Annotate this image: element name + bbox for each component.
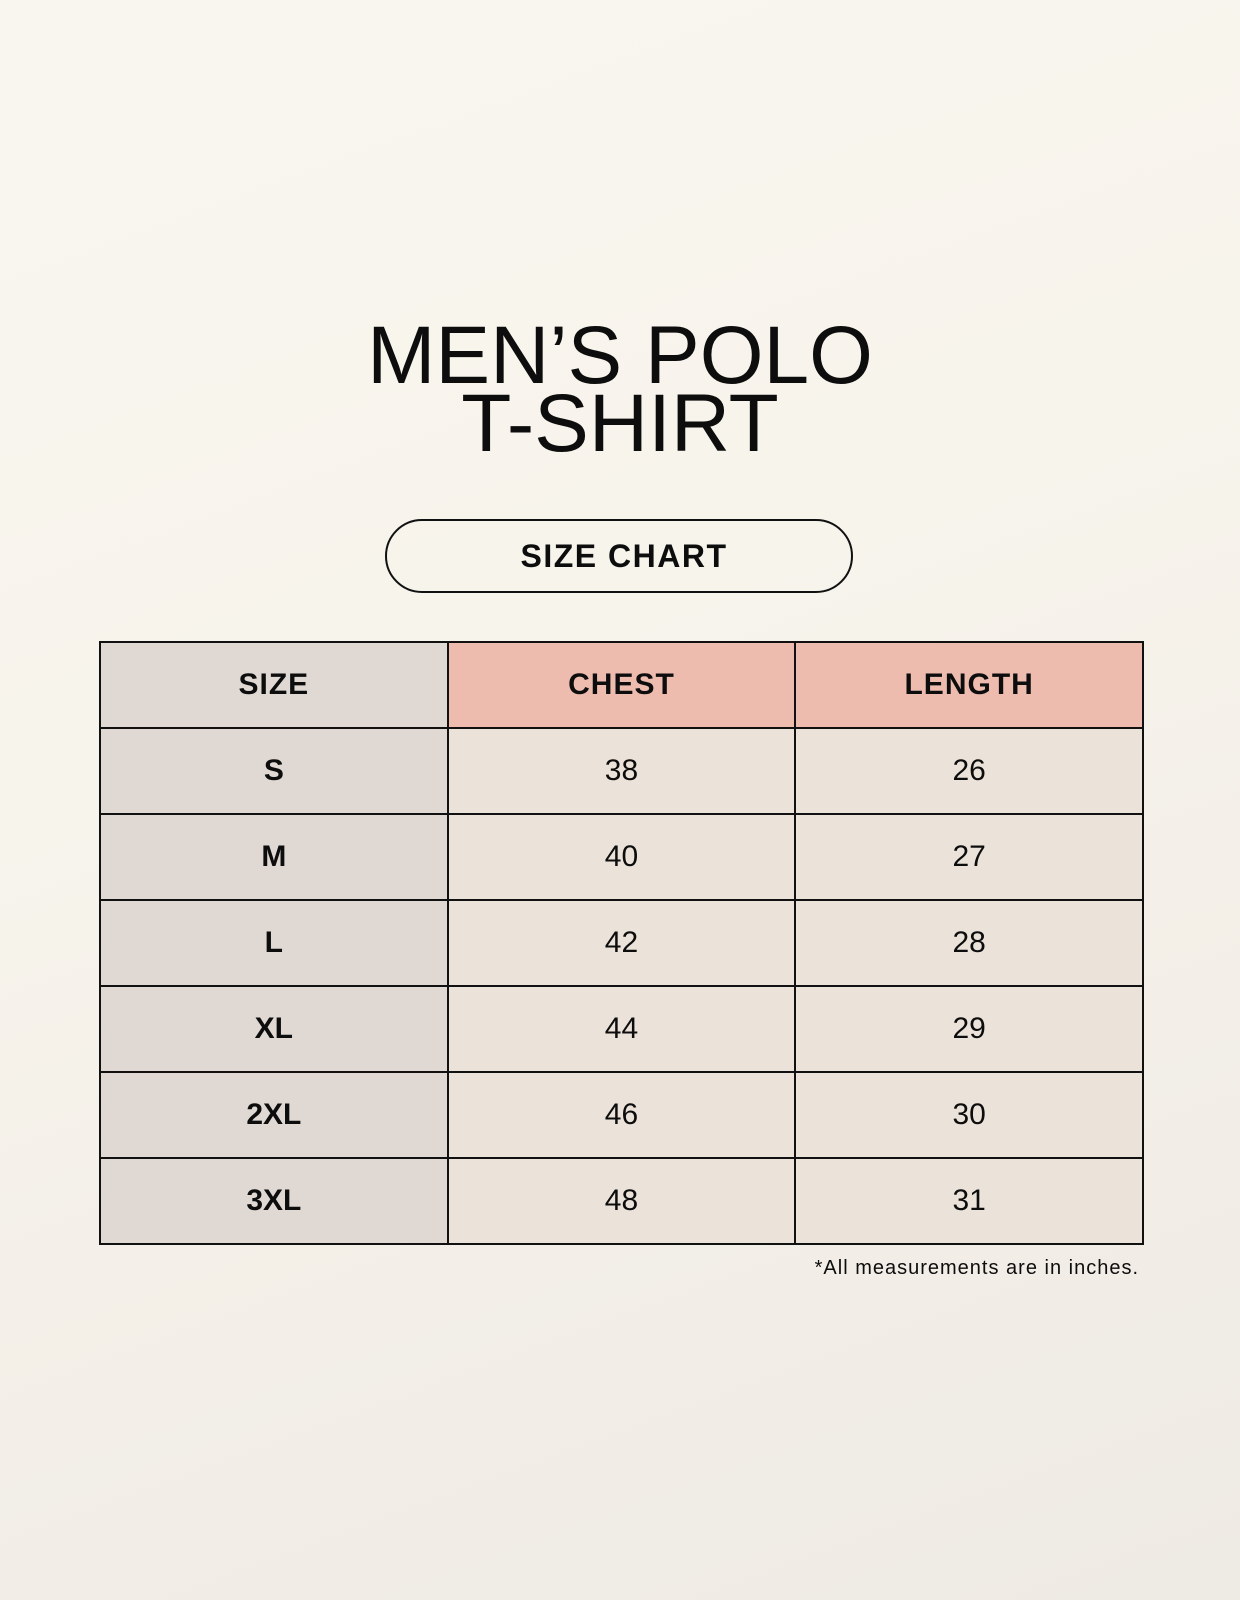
header-length: LENGTH: [794, 641, 1144, 729]
footnote: *All measurements are in inches.: [814, 1257, 1139, 1279]
size-table: SIZE CHEST LENGTH S 38 26 M 40 27 L 42 28 XL 44 29 2…: [99, 641, 1144, 1245]
header-row: SIZE CHEST LENGTH: [99, 641, 1144, 729]
size-cell: L: [99, 899, 449, 987]
length-cell: 28: [794, 899, 1144, 987]
chest-cell: 38: [446, 727, 797, 815]
size-chart-badge: SIZE CHART: [385, 519, 853, 593]
page-title: MEN’S POLO T-SHIRT: [0, 310, 1240, 469]
header-chest: CHEST: [446, 641, 797, 729]
table-row: M 40 27: [99, 813, 1144, 901]
title-line-2: T-SHIRT: [461, 378, 779, 469]
chest-cell: 40: [446, 813, 797, 901]
length-cell: 31: [794, 1157, 1144, 1245]
length-cell: 27: [794, 813, 1144, 901]
chest-cell: 46: [446, 1071, 797, 1159]
chest-cell: 42: [446, 899, 797, 987]
chest-cell: 48: [446, 1157, 797, 1245]
table-row: L 42 28: [99, 899, 1144, 987]
length-cell: 26: [794, 727, 1144, 815]
header-size: SIZE: [99, 641, 449, 729]
table-row: XL 44 29: [99, 985, 1144, 1073]
table-row: 3XL 48 31: [99, 1157, 1144, 1245]
size-cell: XL: [99, 985, 449, 1073]
table-row: 2XL 46 30: [99, 1071, 1144, 1159]
length-cell: 29: [794, 985, 1144, 1073]
size-cell: M: [99, 813, 449, 901]
size-cell: 3XL: [99, 1157, 449, 1245]
chest-cell: 44: [446, 985, 797, 1073]
size-cell: 2XL: [99, 1071, 449, 1159]
length-cell: 30: [794, 1071, 1144, 1159]
size-cell: S: [99, 727, 449, 815]
table-row: S 38 26: [99, 727, 1144, 815]
title-line-1: MEN’S POLO: [367, 310, 873, 401]
